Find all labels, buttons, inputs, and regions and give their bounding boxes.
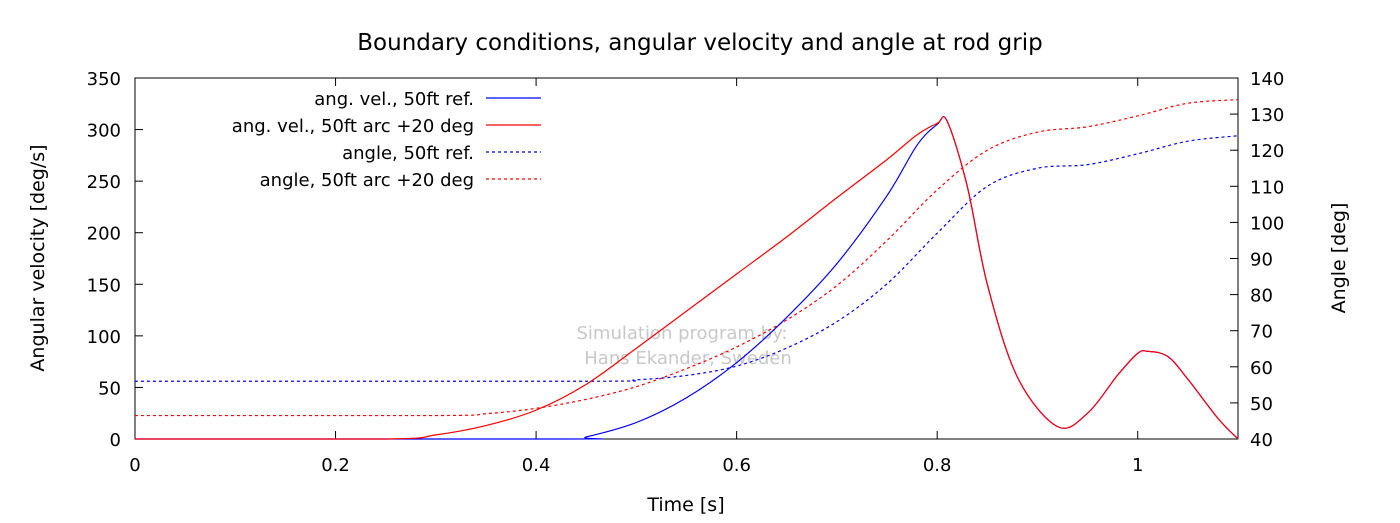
- watermark-line-2: Hans Ekander, Sweden: [584, 348, 791, 369]
- y2-tick-label: 90: [1250, 250, 1273, 271]
- y-tick-label: 0: [110, 430, 121, 451]
- legend: ang. vel., 50ft ref. ang. vel., 50ft arc …: [232, 89, 541, 191]
- y2-tick-label: 100: [1250, 213, 1284, 234]
- y2-tick-label: 60: [1250, 358, 1273, 379]
- y2-tick-label: 140: [1250, 69, 1284, 90]
- series-layer: [135, 99, 1239, 440]
- y-axis-label: Angular velocity [deg/s]: [27, 144, 49, 371]
- y2-tick-label: 130: [1250, 105, 1284, 126]
- x-tick-label: 0.8: [923, 455, 952, 476]
- series-line-1: [135, 116, 1239, 440]
- y-tick-label: 300: [87, 121, 121, 142]
- y-tick-label: 250: [87, 172, 121, 193]
- x-tick-label: 0: [129, 455, 140, 476]
- x-tick-label: 0.4: [522, 455, 551, 476]
- x-tick-label: 1: [1132, 455, 1143, 476]
- y2-tick-label: 70: [1250, 322, 1273, 343]
- y-tick-label: 50: [98, 378, 121, 399]
- legend-label: ang. vel., 50ft arc +20 deg: [232, 116, 474, 137]
- y-axis-right: 40 50 60 70 80 90 100 110 120 130 140: [1230, 69, 1284, 451]
- x-axis-label: Time [s]: [646, 494, 724, 516]
- watermark-line-1: Simulation program by:: [577, 323, 788, 344]
- chart-title: Boundary conditions, angular velocity an…: [357, 30, 1042, 56]
- legend-label: angle, 50ft ref.: [342, 143, 474, 164]
- y2-tick-label: 40: [1250, 430, 1273, 451]
- series-line-2: [135, 116, 1239, 440]
- y-tick-label: 200: [87, 224, 121, 245]
- series-line-3: [135, 135, 1239, 382]
- y2-tick-label: 120: [1250, 141, 1284, 162]
- x-axis: 0 0.2 0.4 0.6 0.8 1: [129, 78, 1143, 476]
- x-tick-label: 0.6: [722, 455, 751, 476]
- y-tick-label: 100: [87, 327, 121, 348]
- legend-label: angle, 50ft arc +20 deg: [260, 170, 474, 191]
- y2-tick-label: 50: [1250, 394, 1273, 415]
- legend-label: ang. vel., 50ft ref.: [314, 89, 474, 110]
- x-tick-label: 0.2: [321, 455, 350, 476]
- y-tick-label: 150: [87, 275, 121, 296]
- y-tick-label: 350: [87, 69, 121, 90]
- y2-axis-label: Angle [deg]: [1328, 203, 1350, 314]
- y-axis-left: 0 50 100 150 200 250 300 350: [87, 69, 143, 451]
- watermark: Simulation program by: Hans Ekander, Swe…: [577, 323, 792, 369]
- y2-tick-label: 110: [1250, 177, 1284, 198]
- y2-tick-label: 80: [1250, 286, 1273, 307]
